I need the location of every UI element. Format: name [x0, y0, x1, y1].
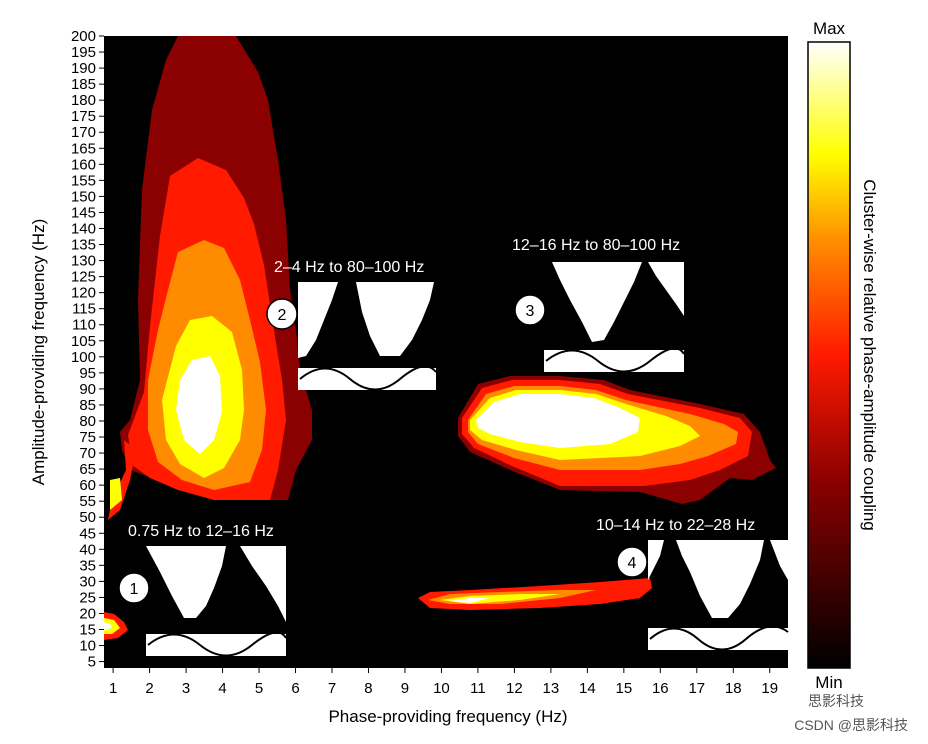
- y-tick-label: 155: [71, 172, 96, 189]
- y-tick-label: 50: [79, 509, 96, 526]
- y-tick-label: 140: [71, 220, 96, 237]
- x-tick-label: 10: [433, 680, 450, 697]
- x-tick-label: 12: [506, 680, 523, 697]
- y-tick-label: 200: [71, 28, 96, 45]
- y-tick-label: 165: [71, 140, 96, 157]
- annotation-label-1: 0.75 Hz to 12–16 Hz: [128, 523, 274, 540]
- y-axis: 5101520253035404550556065707580859095100…: [71, 28, 104, 671]
- x-tick-label: 19: [761, 680, 778, 697]
- y-tick-label: 10: [79, 638, 96, 655]
- y-tick-label: 105: [71, 333, 96, 350]
- y-tick-label: 160: [71, 156, 96, 173]
- inset-4: [648, 540, 789, 651]
- y-tick-label: 40: [79, 541, 96, 558]
- x-tick-label: 15: [615, 680, 632, 697]
- x-tick-label: 11: [470, 680, 486, 697]
- y-tick-label: 135: [71, 237, 96, 254]
- badge-4: 4: [616, 546, 648, 578]
- cluster-low-phase-high-amp: [108, 36, 312, 520]
- y-tick-label: 75: [79, 429, 96, 446]
- x-tick-label: 5: [255, 680, 263, 697]
- x-tick-label: 18: [725, 680, 742, 697]
- x-tick-label: 1: [109, 680, 117, 697]
- badge-2-number: 2: [278, 307, 287, 324]
- inset-2: [298, 282, 437, 391]
- y-axis-label: Amplitude-providing frequency (Hz): [29, 219, 48, 485]
- y-tick-label: 120: [71, 285, 96, 302]
- x-tick-label: 7: [328, 680, 336, 697]
- colorbar-title: Cluster-wise relative phase-amplitude co…: [860, 179, 879, 531]
- y-tick-label: 185: [71, 76, 96, 93]
- y-tick-label: 170: [71, 124, 96, 141]
- x-tick-label: 17: [688, 680, 705, 697]
- x-tick-label: 4: [218, 680, 226, 697]
- badge-3: 3: [514, 294, 546, 326]
- y-tick-label: 15: [79, 622, 96, 639]
- y-tick-label: 70: [79, 445, 96, 462]
- inset-3: [544, 262, 685, 373]
- cluster-mid-phase-beta-amp: [418, 578, 652, 610]
- x-tick-label: 9: [401, 680, 409, 697]
- y-tick-label: 110: [72, 317, 96, 334]
- y-tick-label: 95: [79, 365, 96, 382]
- inset-1: [146, 546, 287, 657]
- y-tick-label: 125: [71, 269, 96, 286]
- annotation-label-3: 12–16 Hz to 80–100 Hz: [512, 237, 680, 254]
- y-tick-label: 190: [71, 60, 96, 77]
- y-tick-label: 25: [79, 589, 96, 606]
- y-tick-label: 30: [79, 573, 96, 590]
- x-tick-label: 8: [364, 680, 372, 697]
- cluster-mid-phase-high-amp: [458, 376, 776, 504]
- colorbar: Max Min Cluster-wise relative phase-ampl…: [807, 19, 879, 692]
- watermark-credit: CSDN @思影科技: [794, 717, 908, 733]
- badge-2: 2: [266, 298, 298, 330]
- x-tick-label: 13: [543, 680, 560, 697]
- y-tick-label: 55: [79, 493, 96, 510]
- x-axis: 1 2 3 4 5 6 7 8 9 10 11 12 13 14 15 16 17 18 19: [109, 668, 778, 697]
- y-tick-label: 145: [71, 204, 96, 221]
- badge-1-number: 1: [130, 581, 139, 598]
- colorbar-max-label: Max: [813, 19, 846, 38]
- y-tick-label: 180: [71, 92, 96, 109]
- colorbar-min-label: Min: [815, 673, 842, 692]
- y-tick-label: 5: [88, 654, 96, 671]
- x-tick-label: 6: [291, 680, 299, 697]
- x-axis-label: Phase-providing frequency (Hz): [328, 707, 567, 726]
- y-tick-label: 20: [79, 605, 96, 622]
- badge-3-number: 3: [526, 303, 535, 320]
- x-tick-label: 14: [579, 680, 596, 697]
- y-tick-label: 100: [71, 349, 96, 366]
- badge-4-number: 4: [628, 555, 637, 572]
- y-tick-label: 115: [72, 301, 96, 318]
- y-tick-label: 45: [79, 525, 96, 542]
- badge-1: 1: [118, 572, 150, 604]
- annotation-label-4: 10–14 Hz to 22–28 Hz: [596, 517, 755, 534]
- y-tick-label: 130: [71, 253, 96, 270]
- cluster-delta-phase-alpha-amp: [104, 612, 128, 640]
- x-tick-label: 16: [652, 680, 669, 697]
- y-tick-label: 80: [79, 413, 96, 430]
- annotation-label-2: 2–4 Hz to 80–100 Hz: [274, 259, 424, 276]
- y-tick-label: 175: [71, 108, 96, 125]
- y-tick-label: 35: [79, 557, 96, 574]
- y-tick-label: 195: [71, 44, 96, 61]
- colorbar-gradient: [807, 41, 851, 669]
- x-tick-label: 3: [182, 680, 190, 697]
- watermark-brand: 思影科技: [808, 693, 864, 709]
- y-tick-label: 90: [79, 381, 96, 398]
- y-tick-label: 60: [79, 477, 96, 494]
- y-tick-label: 85: [79, 397, 96, 414]
- y-tick-label: 65: [79, 461, 96, 478]
- y-tick-label: 150: [71, 188, 96, 205]
- x-tick-label: 2: [145, 680, 153, 697]
